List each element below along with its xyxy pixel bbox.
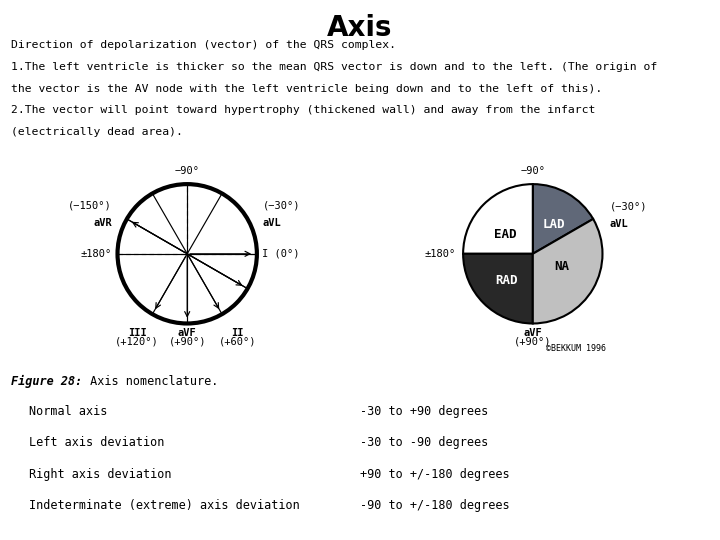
Text: aVF: aVF xyxy=(178,328,197,338)
Text: (−150°): (−150°) xyxy=(68,200,112,211)
Text: Axis nomenclature.: Axis nomenclature. xyxy=(83,375,218,388)
Text: (−30°): (−30°) xyxy=(263,200,300,211)
Wedge shape xyxy=(533,184,593,254)
Text: (−30°): (−30°) xyxy=(609,202,647,212)
Text: III: III xyxy=(127,328,146,338)
Text: LAD: LAD xyxy=(542,218,565,231)
Text: (+90°): (+90°) xyxy=(514,336,552,346)
Text: Direction of depolarization (vector) of the QRS complex.: Direction of depolarization (vector) of … xyxy=(11,40,396,51)
Text: +90 to +/-180 degrees: +90 to +/-180 degrees xyxy=(360,468,510,481)
Text: aVL: aVL xyxy=(609,219,628,229)
Text: EAD: EAD xyxy=(494,228,516,241)
Text: Right axis deviation: Right axis deviation xyxy=(29,468,171,481)
Text: Normal axis: Normal axis xyxy=(29,405,107,418)
Text: ©BEKKUM 1996: ©BEKKUM 1996 xyxy=(546,345,606,353)
Text: aVR: aVR xyxy=(93,218,112,227)
Text: (electrically dead area).: (electrically dead area). xyxy=(11,127,183,137)
Text: -30 to -90 degrees: -30 to -90 degrees xyxy=(360,436,488,449)
Wedge shape xyxy=(463,184,533,254)
Wedge shape xyxy=(463,254,533,323)
Text: Left axis deviation: Left axis deviation xyxy=(29,436,164,449)
Text: aVF: aVF xyxy=(523,328,542,338)
Text: the vector is the AV node with the left ventricle being down and to the left of : the vector is the AV node with the left … xyxy=(11,84,602,94)
Text: (+120°): (+120°) xyxy=(115,336,159,346)
Text: −90°: −90° xyxy=(175,166,199,176)
Text: (+60°): (+60°) xyxy=(219,336,256,346)
Text: 1.The left ventricle is thicker so the mean QRS vector is down and to the left. : 1.The left ventricle is thicker so the m… xyxy=(11,62,657,72)
Text: I (0°): I (0°) xyxy=(263,249,300,259)
Text: II: II xyxy=(231,328,243,338)
Text: -90 to +/-180 degrees: -90 to +/-180 degrees xyxy=(360,499,510,512)
Text: -30 to +90 degrees: -30 to +90 degrees xyxy=(360,405,488,418)
Text: (+90°): (+90°) xyxy=(168,336,206,346)
Text: NA: NA xyxy=(554,260,570,273)
Text: 2.The vector will point toward hypertrophy (thickened wall) and away from the in: 2.The vector will point toward hypertrop… xyxy=(11,105,595,116)
Text: Indeterminate (extreme) axis deviation: Indeterminate (extreme) axis deviation xyxy=(29,499,300,512)
Text: ±180°: ±180° xyxy=(81,249,112,259)
Wedge shape xyxy=(533,219,603,323)
Text: Figure 28:: Figure 28: xyxy=(11,375,82,388)
Text: ±180°: ±180° xyxy=(425,249,456,259)
Text: RAD: RAD xyxy=(495,274,518,287)
Text: −90°: −90° xyxy=(521,166,545,176)
Text: Axis: Axis xyxy=(328,14,392,42)
Text: aVL: aVL xyxy=(263,218,282,227)
